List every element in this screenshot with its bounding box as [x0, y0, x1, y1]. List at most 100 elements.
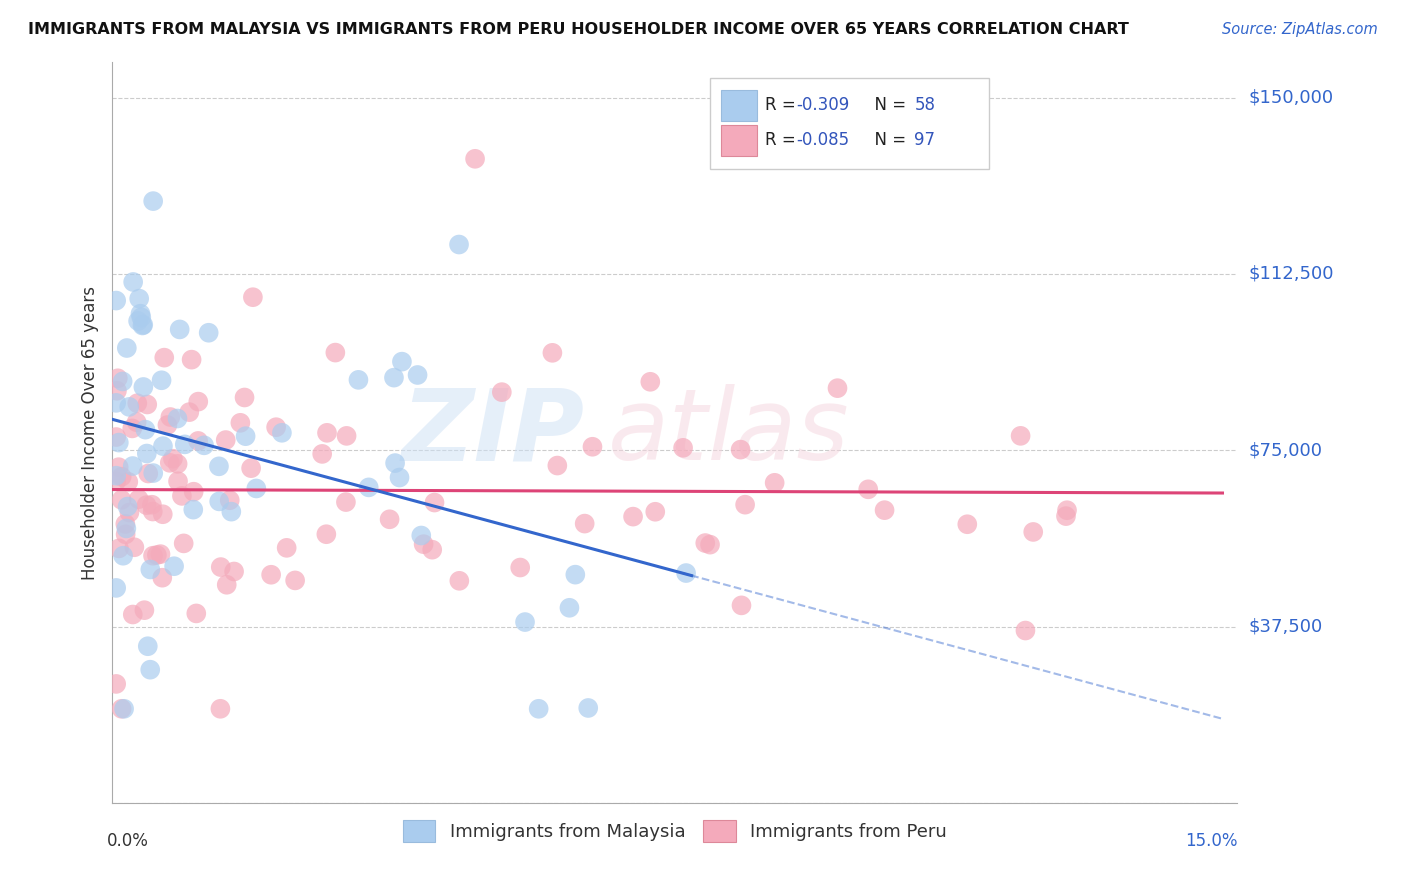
Point [110, 702, 132, 716]
Point [336, 429, 359, 443]
Point [672, 441, 695, 455]
Point [173, 437, 195, 451]
Point [156, 417, 179, 432]
Point [115, 341, 138, 355]
Point [420, 542, 443, 557]
Point [152, 508, 174, 522]
Point [509, 560, 531, 574]
Point [197, 326, 219, 340]
Point [105, 581, 128, 595]
Point [142, 549, 165, 563]
Point [136, 467, 159, 481]
Text: 0.0%: 0.0% [107, 832, 149, 850]
Point [699, 538, 721, 552]
Point [162, 451, 184, 466]
Point [129, 307, 152, 321]
Point [105, 475, 128, 489]
Point [218, 493, 240, 508]
Point [134, 423, 156, 437]
Point [347, 373, 370, 387]
Point [142, 504, 165, 518]
Point [1014, 624, 1036, 638]
Point [1022, 524, 1045, 539]
Point [558, 600, 581, 615]
Point [142, 466, 165, 480]
Point [411, 528, 433, 542]
Point [245, 482, 267, 496]
Point [118, 400, 141, 414]
Text: -0.309: -0.309 [796, 96, 849, 114]
Point [388, 470, 411, 484]
Point [166, 411, 188, 425]
Point [357, 480, 380, 494]
FancyBboxPatch shape [710, 78, 988, 169]
Point [209, 702, 232, 716]
Point [581, 440, 603, 454]
Point [127, 396, 149, 410]
Point [1010, 429, 1032, 443]
Point [128, 492, 150, 507]
Point [114, 527, 136, 541]
Point [546, 458, 568, 473]
Point [412, 537, 434, 551]
Point [215, 433, 238, 447]
Point [122, 275, 145, 289]
Point [464, 152, 486, 166]
Point [513, 615, 536, 629]
Point [139, 562, 162, 576]
Point [115, 521, 138, 535]
Text: 97: 97 [914, 131, 935, 149]
Point [167, 475, 190, 489]
FancyBboxPatch shape [721, 126, 756, 156]
Point [131, 318, 153, 333]
Point [105, 384, 128, 398]
Point [187, 434, 209, 448]
Point [447, 237, 470, 252]
Point [209, 560, 232, 574]
Point [152, 439, 174, 453]
Point [146, 548, 169, 562]
Point [271, 425, 294, 440]
Text: IMMIGRANTS FROM MALAYSIA VS IMMIGRANTS FROM PERU HOUSEHOLDER INCOME OVER 65 YEAR: IMMIGRANTS FROM MALAYSIA VS IMMIGRANTS F… [28, 22, 1129, 37]
Point [644, 505, 666, 519]
Point [335, 495, 357, 509]
Point [229, 416, 252, 430]
Text: atlas: atlas [607, 384, 849, 481]
Point [222, 565, 245, 579]
Text: Source: ZipAtlas.com: Source: ZipAtlas.com [1222, 22, 1378, 37]
Point [166, 457, 188, 471]
Point [763, 475, 786, 490]
Text: 58: 58 [914, 96, 935, 114]
Point [316, 425, 339, 440]
Point [640, 375, 662, 389]
Point [124, 541, 146, 555]
Y-axis label: Householder Income Over 65 years: Householder Income Over 65 years [82, 285, 100, 580]
Point [110, 492, 132, 507]
Point [423, 495, 446, 509]
Point [215, 578, 238, 592]
Point [153, 351, 176, 365]
Point [136, 639, 159, 653]
Point [240, 461, 263, 475]
Text: $37,500: $37,500 [1249, 617, 1323, 635]
Point [135, 446, 157, 460]
Point [1056, 503, 1078, 517]
Point [183, 484, 205, 499]
Text: ZIP: ZIP [402, 384, 585, 481]
Point [208, 459, 231, 474]
Point [159, 456, 181, 470]
Point [121, 607, 143, 622]
Point [873, 503, 896, 517]
Point [564, 567, 586, 582]
Point [382, 370, 405, 384]
Point [135, 498, 157, 512]
Point [108, 541, 131, 556]
Point [114, 516, 136, 531]
Point [107, 371, 129, 385]
Point [730, 442, 752, 457]
Point [111, 469, 134, 483]
Point [449, 574, 471, 588]
Point [118, 506, 141, 520]
Text: $75,000: $75,000 [1249, 442, 1323, 459]
Text: N =: N = [863, 131, 911, 149]
